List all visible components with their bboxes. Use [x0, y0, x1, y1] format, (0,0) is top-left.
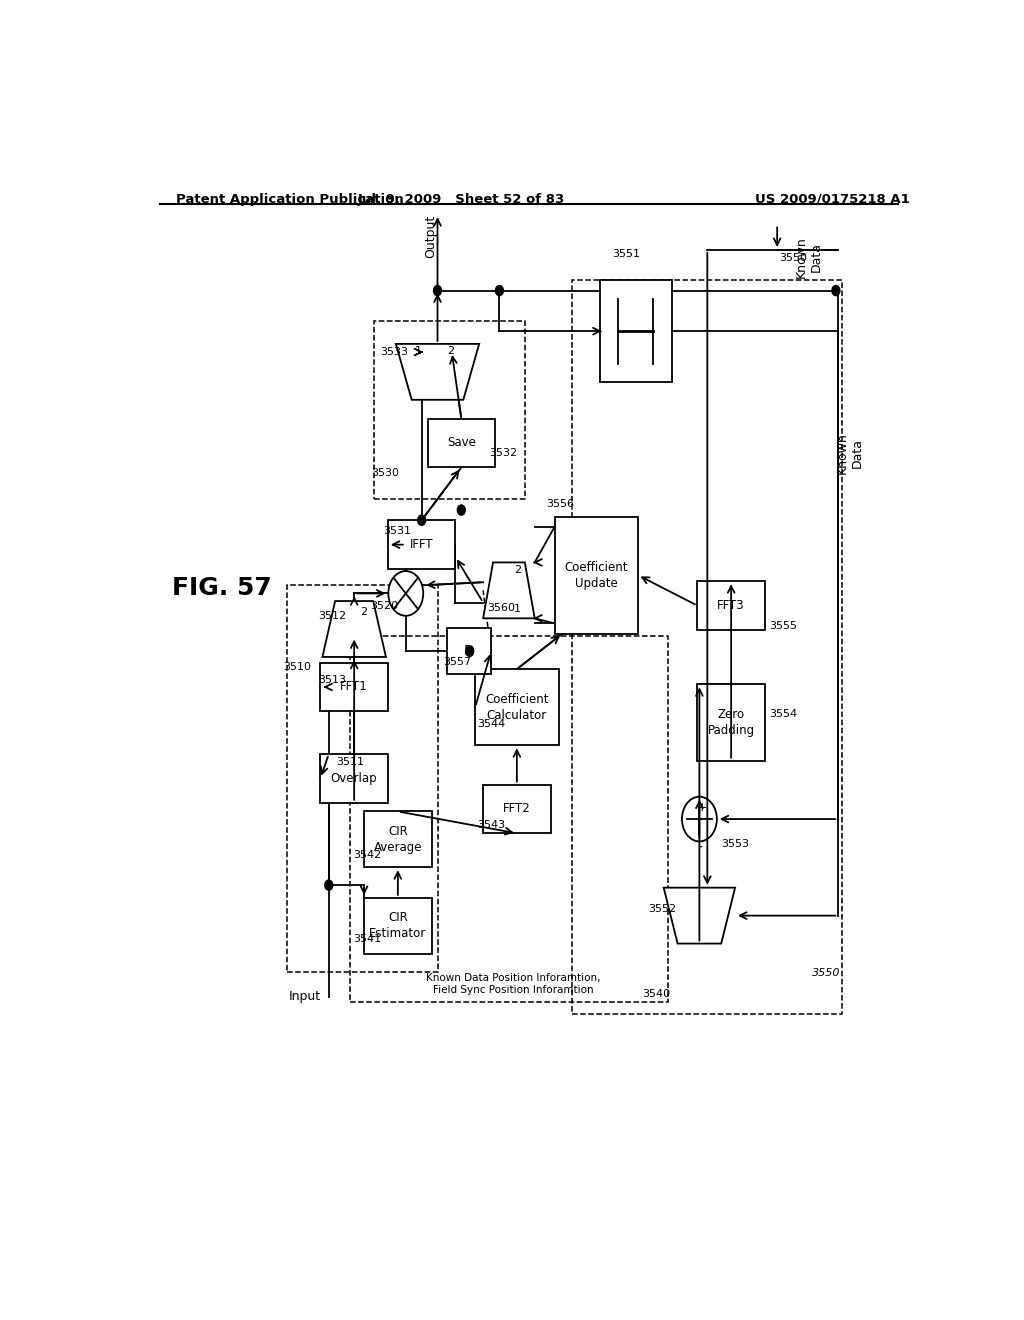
Text: 3511: 3511	[336, 758, 364, 767]
Circle shape	[433, 285, 441, 296]
FancyBboxPatch shape	[447, 628, 492, 675]
Text: +: +	[697, 801, 708, 814]
Text: Zero
Padding: Zero Padding	[708, 708, 755, 737]
Text: Patent Application Publication: Patent Application Publication	[176, 193, 403, 206]
Text: 1: 1	[416, 346, 422, 356]
Text: IFFT: IFFT	[410, 539, 433, 552]
Text: Overlap: Overlap	[331, 772, 378, 785]
Text: Output: Output	[424, 214, 437, 257]
Text: 3532: 3532	[489, 449, 517, 458]
Circle shape	[388, 572, 423, 615]
Text: 3556: 3556	[546, 499, 574, 510]
Text: FFT3: FFT3	[718, 599, 744, 612]
FancyBboxPatch shape	[600, 280, 672, 381]
Text: Known Data Position Inforamtion,
Field Sync Position Inforamtion: Known Data Position Inforamtion, Field S…	[426, 973, 600, 994]
Circle shape	[496, 285, 504, 296]
Text: FIG. 57: FIG. 57	[172, 577, 271, 601]
FancyBboxPatch shape	[365, 898, 431, 954]
Text: 3553: 3553	[722, 840, 750, 850]
Circle shape	[682, 797, 717, 841]
Text: Coefficient
Calculator: Coefficient Calculator	[485, 693, 549, 722]
Text: 3533: 3533	[380, 347, 409, 356]
Text: 3543: 3543	[477, 820, 505, 830]
FancyBboxPatch shape	[697, 684, 765, 760]
Text: Save: Save	[446, 437, 476, 450]
Text: 3513: 3513	[318, 675, 346, 685]
FancyBboxPatch shape	[428, 418, 495, 467]
Text: 3510: 3510	[284, 661, 311, 672]
Circle shape	[831, 285, 840, 296]
FancyBboxPatch shape	[555, 516, 638, 634]
Text: Known
Data: Known Data	[837, 432, 864, 474]
Circle shape	[325, 880, 333, 890]
Text: 2: 2	[514, 565, 521, 574]
Text: 3550: 3550	[778, 253, 807, 263]
Text: 3530: 3530	[371, 469, 398, 478]
Text: Input: Input	[289, 990, 321, 1003]
Text: Jul. 9, 2009   Sheet 52 of 83: Jul. 9, 2009 Sheet 52 of 83	[357, 193, 565, 206]
Text: 3542: 3542	[353, 850, 382, 859]
Text: 3551: 3551	[612, 249, 640, 259]
Text: US 2009/0175218 A1: US 2009/0175218 A1	[755, 193, 909, 206]
Text: 3512: 3512	[318, 611, 346, 620]
Text: Coefficient
Update: Coefficient Update	[564, 561, 628, 590]
FancyBboxPatch shape	[483, 784, 551, 833]
Circle shape	[418, 515, 426, 525]
Text: FFT2: FFT2	[503, 803, 530, 816]
Text: 1: 1	[514, 605, 520, 614]
Text: 3554: 3554	[769, 709, 798, 719]
Text: CIR
Average: CIR Average	[374, 825, 422, 854]
FancyBboxPatch shape	[321, 663, 388, 711]
FancyBboxPatch shape	[475, 669, 558, 746]
FancyBboxPatch shape	[388, 520, 456, 569]
Text: 2: 2	[447, 346, 455, 356]
Text: -: -	[697, 841, 701, 854]
Text: 3552: 3552	[648, 903, 677, 913]
Text: 3560: 3560	[486, 603, 515, 612]
FancyBboxPatch shape	[697, 581, 765, 630]
Polygon shape	[323, 601, 386, 657]
Circle shape	[458, 506, 465, 515]
Text: 3540: 3540	[642, 989, 671, 999]
Text: 2: 2	[360, 607, 368, 618]
Text: FFT1: FFT1	[340, 680, 368, 693]
Text: 3550: 3550	[812, 968, 841, 978]
Circle shape	[466, 647, 474, 656]
Text: 3531: 3531	[384, 527, 412, 536]
Polygon shape	[483, 562, 535, 618]
Text: 3555: 3555	[769, 620, 798, 631]
Polygon shape	[396, 345, 479, 400]
Text: D: D	[464, 644, 474, 659]
Polygon shape	[664, 887, 735, 944]
Text: CIR
Estimator: CIR Estimator	[370, 911, 426, 940]
Text: 3541: 3541	[353, 935, 382, 944]
Text: Known
Data: Known Data	[795, 236, 823, 279]
Text: 3557: 3557	[443, 656, 471, 667]
FancyBboxPatch shape	[365, 812, 431, 867]
Text: 3520: 3520	[370, 601, 398, 611]
Text: 3544: 3544	[477, 718, 506, 729]
FancyBboxPatch shape	[321, 754, 388, 803]
